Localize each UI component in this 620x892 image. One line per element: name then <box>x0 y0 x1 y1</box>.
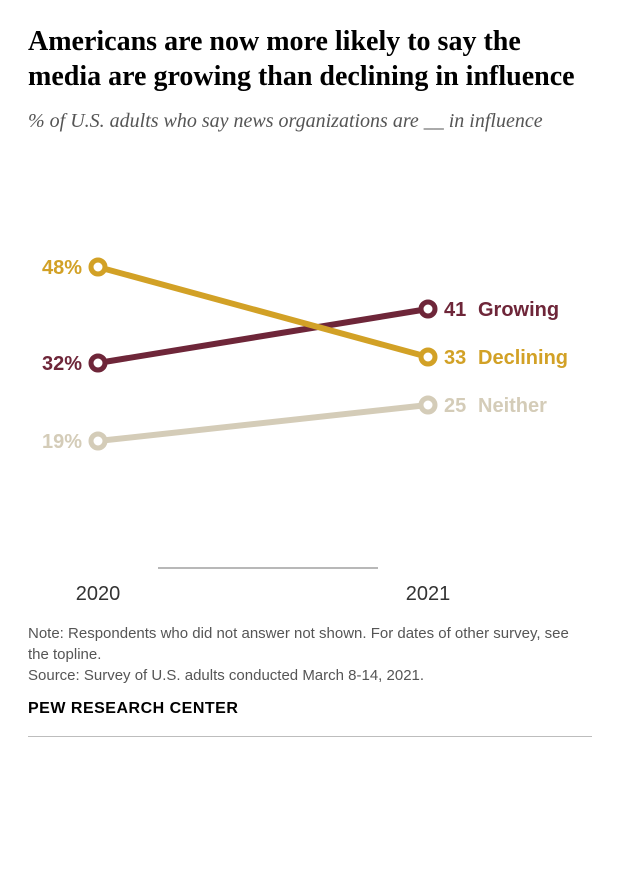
chart-svg: 32% 41 Growing 48% 33 Declining 19% 25 Neither 20… <box>28 175 592 615</box>
svg-text:48%: 48% <box>42 257 82 279</box>
svg-text:2020: 2020 <box>76 583 121 605</box>
svg-text:32%: 32% <box>42 353 82 375</box>
svg-text:41: 41 <box>444 299 466 321</box>
svg-text:Neither: Neither <box>478 395 547 417</box>
svg-text:25: 25 <box>444 395 466 417</box>
footer-rule <box>28 736 592 737</box>
chart-source: Source: Survey of U.S. adults conducted … <box>28 665 592 686</box>
chart-subtitle: % of U.S. adults who say news organizati… <box>28 108 592 135</box>
svg-text:19%: 19% <box>42 431 82 453</box>
chart-title: Americans are now more likely to say the… <box>28 24 592 94</box>
chart-note: Note: Respondents who did not answer not… <box>28 623 592 665</box>
publisher-name: PEW RESEARCH CENTER <box>28 700 592 718</box>
svg-text:Declining: Declining <box>478 347 568 369</box>
line-chart: 32% 41 Growing 48% 33 Declining 19% 25 Neither 20… <box>28 175 592 615</box>
svg-text:Growing: Growing <box>478 299 559 321</box>
svg-text:2021: 2021 <box>406 583 451 605</box>
svg-text:33: 33 <box>444 347 466 369</box>
